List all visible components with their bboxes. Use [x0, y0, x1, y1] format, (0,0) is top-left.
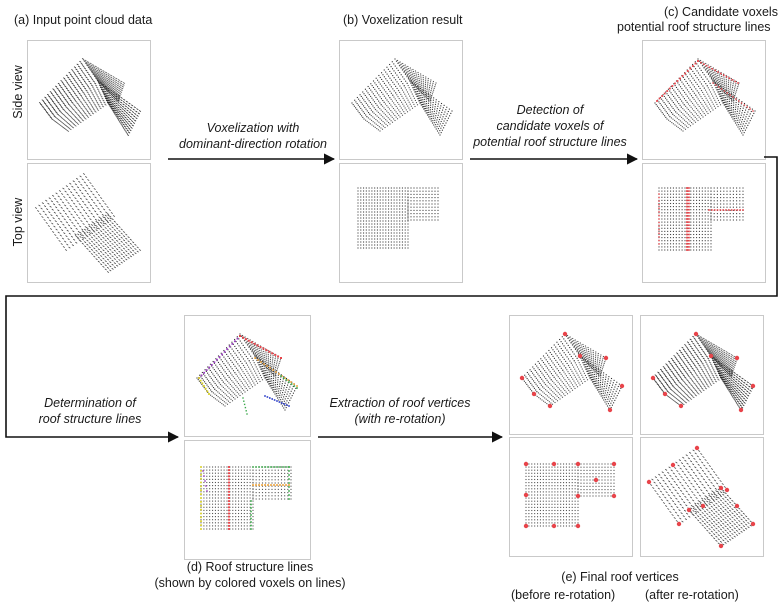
panel-a-title: (a) Input point cloud data [14, 13, 153, 27]
panel-d-caption-line1: (d) Roof structure lines [186, 560, 314, 574]
structure-lines-side-image [196, 333, 298, 415]
panel-c-side-view [642, 40, 766, 160]
step-determination-line1: Determination of [44, 396, 136, 410]
step-extraction-line2: (with re-rotation) [354, 412, 446, 426]
panel-a-side-view [27, 40, 151, 160]
panel-b-title: (b) Voxelization result [343, 13, 463, 27]
step-detection-line3: potential roof structure lines [473, 135, 627, 149]
panel-b-side-view [339, 40, 463, 160]
candidate-top-image [658, 187, 744, 251]
panel-c-title-line2: potential roof structure lines [617, 20, 771, 34]
vertices-before-top-image [523, 461, 617, 529]
panel-e-before-side [509, 315, 633, 435]
vertices-after-top-image [646, 445, 756, 549]
structure-lines-top-image [200, 466, 292, 530]
panel-d-top-view [184, 440, 311, 560]
panel-b-top-view [339, 163, 463, 283]
panel-e-after-side [640, 315, 764, 435]
panel-e-after-top [640, 437, 764, 557]
candidate-side-image [654, 58, 756, 136]
vertices-before-side-image [519, 331, 625, 413]
step-detection-line1: Detection of [516, 103, 584, 117]
step-detection-line2: candidate voxels of [496, 119, 604, 133]
step-extraction-line1: Extraction of roof vertices [329, 396, 471, 410]
panel-c-title-line1: (c) Candidate voxels of [664, 5, 779, 19]
panel-e-right-label: (after re-rotation) [645, 588, 739, 602]
point-cloud-top-image [34, 173, 142, 273]
panel-e-left-label: (before re-rotation) [511, 588, 616, 602]
panel-d-caption-line2: (shown by colored voxels on lines) [154, 576, 346, 590]
vertices-after-side-image [650, 331, 756, 413]
panel-e-before-top [509, 437, 633, 557]
voxel-top-image [357, 187, 439, 249]
panel-c-top-view [642, 163, 766, 283]
point-cloud-side-image [38, 58, 142, 136]
panel-a-top-view [27, 163, 151, 283]
step-determination-line2: roof structure lines [38, 412, 142, 426]
arrow-determination [5, 156, 778, 443]
step-voxelization-line1: Voxelization with [206, 121, 300, 135]
step-voxelization-line2: dominant-direction rotation [179, 137, 327, 151]
panel-e-caption: (e) Final roof vertices [561, 570, 679, 584]
voxel-side-image [351, 58, 453, 136]
panel-d-side-view [184, 315, 311, 437]
